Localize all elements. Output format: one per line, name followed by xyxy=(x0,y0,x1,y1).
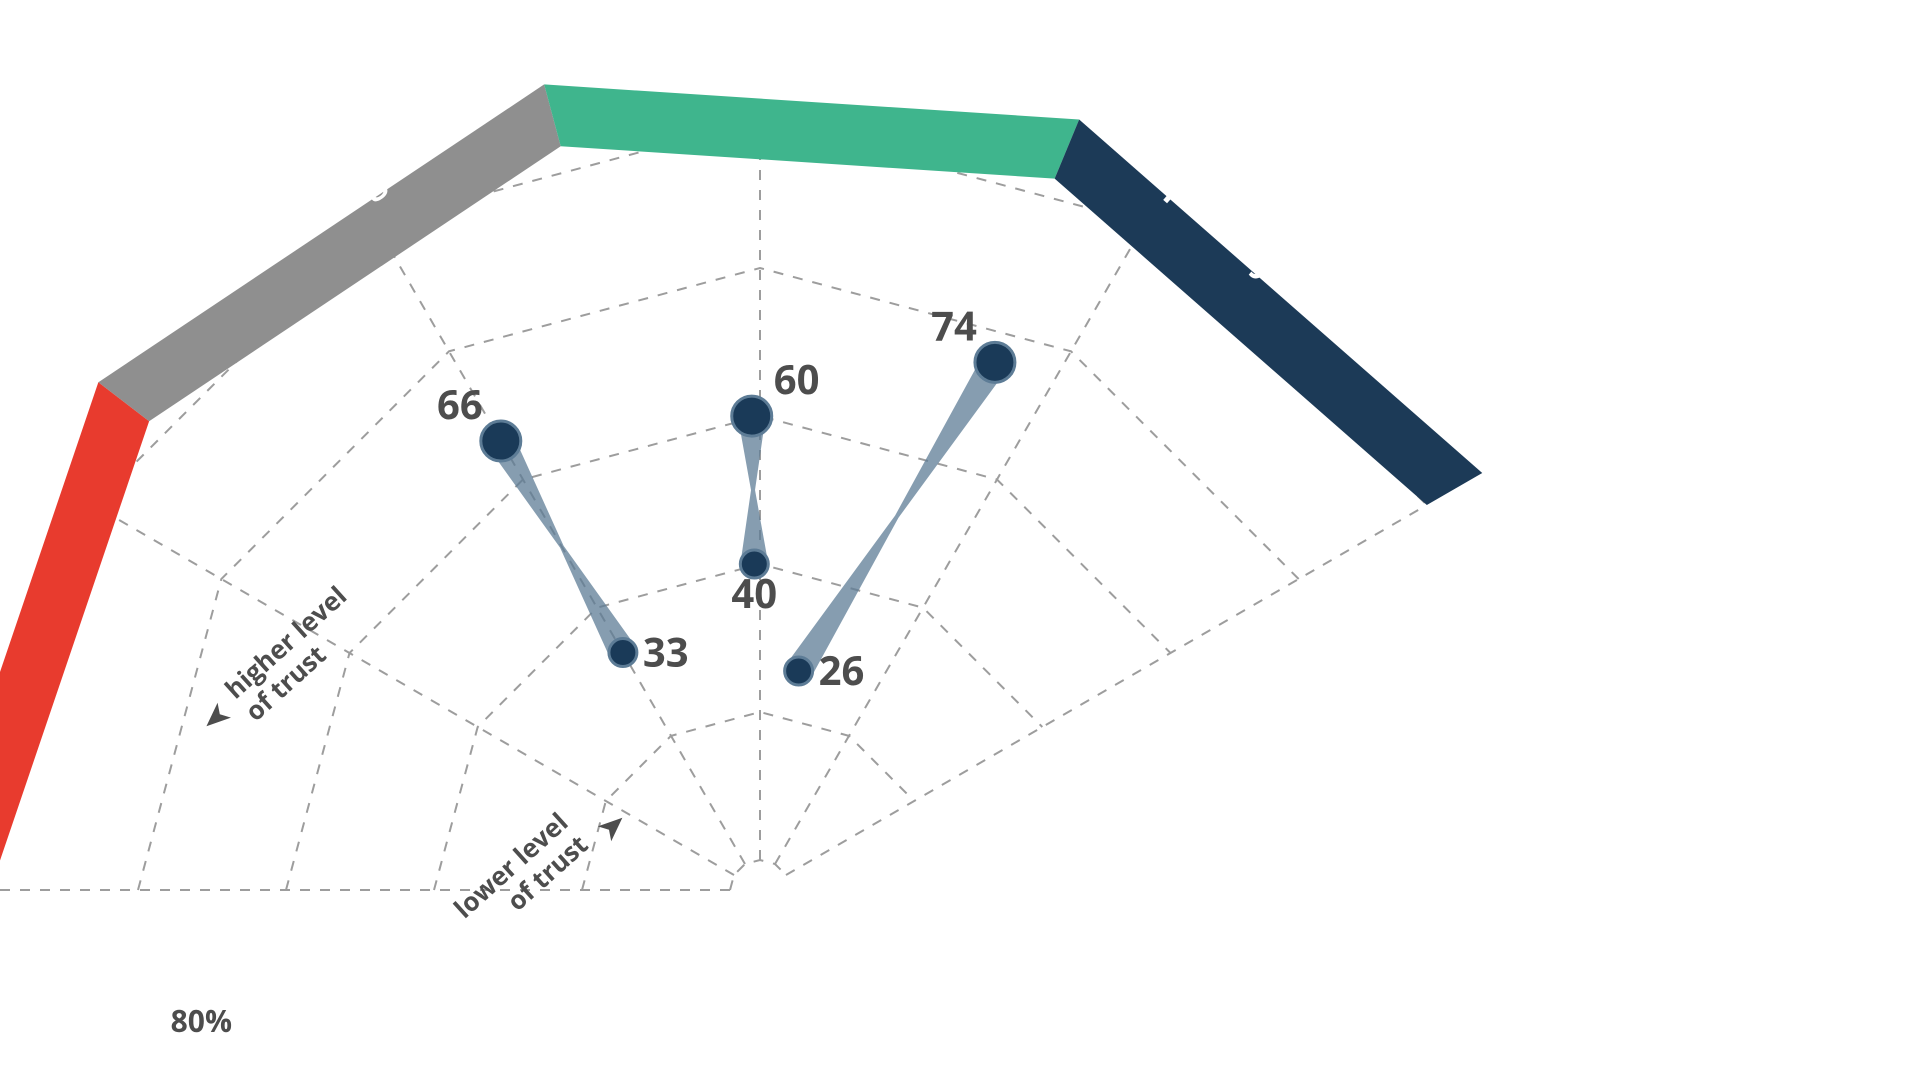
value-label-high: 66 xyxy=(437,376,483,431)
svg-text:lower levelof trust: lower levelof trust xyxy=(446,804,595,948)
category-band: OwnerArchitect / EngineerGeneral contrac… xyxy=(0,52,1482,890)
value-label-low: 26 xyxy=(819,642,865,697)
series-connector xyxy=(489,434,635,659)
data-point xyxy=(975,342,1015,382)
trust-radial-chart: OwnerArchitect / EngineerGeneral contrac… xyxy=(0,0,1920,1080)
guide-low: lower levelof trust xyxy=(446,804,629,948)
guide-high: higher levelof trust xyxy=(200,578,374,734)
value-label-high: 74 xyxy=(931,297,977,352)
tick-label: 60% xyxy=(363,1072,424,1080)
band-owner xyxy=(0,382,149,890)
series-connector xyxy=(738,416,769,564)
value-label-low: 33 xyxy=(643,624,689,679)
series-connector xyxy=(787,355,1007,679)
band-specialty-contractor xyxy=(1055,119,1483,505)
data-point xyxy=(481,421,521,461)
data-point xyxy=(732,396,772,436)
value-label-high: 60 xyxy=(774,351,820,406)
tick-label: 80% xyxy=(171,1000,232,1041)
data-point xyxy=(609,639,637,667)
band-architect-engineer xyxy=(98,84,560,421)
value-label-low: 40 xyxy=(731,565,777,620)
data-point xyxy=(785,657,813,685)
